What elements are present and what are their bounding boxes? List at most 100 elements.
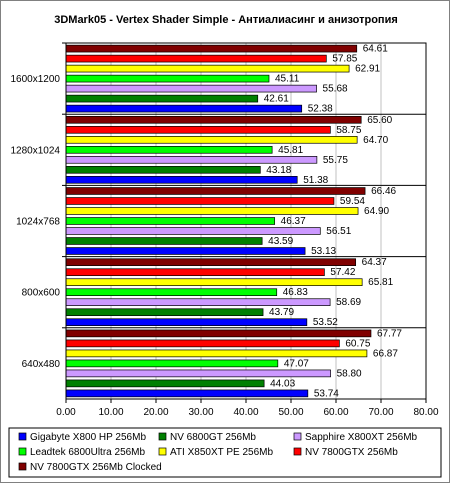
bar-value-label: 51.38 (303, 175, 328, 186)
legend-swatch (18, 447, 27, 456)
bar (65, 176, 298, 184)
bar (65, 298, 331, 307)
x-tick-label: 0.00 (56, 407, 76, 418)
x-tick-label: 30.00 (188, 407, 213, 418)
bar-value-label: 64.37 (362, 257, 387, 268)
bar (65, 369, 331, 378)
bar-value-label: 56.51 (326, 226, 351, 237)
bar (65, 349, 368, 358)
legend-swatch (293, 432, 302, 441)
legend-label: NV 7800GTX 256Mb Clocked (30, 462, 162, 473)
bar (65, 44, 358, 53)
bar-value-label: 44.03 (270, 378, 295, 389)
bar (65, 146, 273, 154)
x-tick-label: 70.00 (368, 407, 393, 418)
x-tick-label: 50.00 (278, 407, 303, 418)
x-tick-label: 60.00 (323, 407, 348, 418)
legend-label: Leadtek 6800Ultra 256Mb (30, 447, 146, 458)
bar-value-label: 43.59 (268, 236, 293, 247)
plot-border (65, 42, 427, 400)
bar-value-label: 47.07 (284, 358, 309, 369)
bar (65, 54, 327, 63)
bar (65, 115, 362, 124)
bar (65, 318, 308, 327)
bar-value-label: 59.54 (340, 196, 365, 207)
legend-box (8, 427, 442, 478)
x-tick-label: 10.00 (98, 407, 123, 418)
legend-swatch (18, 462, 27, 471)
bar-value-label: 58.80 (337, 368, 362, 379)
bar-value-label: 62.91 (355, 64, 380, 75)
bar (65, 258, 357, 267)
bar-value-label: 60.75 (345, 338, 370, 349)
chart-title: 3DMark05 - Vertex Shader Simple - Антиал… (54, 14, 398, 26)
bar (65, 227, 321, 235)
bar (65, 166, 261, 174)
bar-value-label: 43.18 (266, 165, 291, 176)
legend-swatch (18, 432, 27, 441)
x-tick-label: 20.00 (143, 407, 168, 418)
bar (65, 359, 279, 368)
bar (65, 84, 317, 93)
x-tick-label: 80.00 (413, 407, 438, 418)
bar-value-label: 65.81 (368, 277, 393, 288)
bar-value-label: 53.52 (313, 317, 338, 328)
bar (65, 237, 263, 245)
bar (65, 217, 276, 225)
bar (65, 379, 265, 388)
legend: Gigabyte X800 HP 256Mb NV 6800GT 256Mb Sap… (8, 427, 442, 478)
bar (65, 389, 309, 398)
bar-value-label: 66.46 (371, 186, 396, 197)
bar-value-label: 65.60 (367, 115, 392, 126)
bar-value-label: 66.87 (373, 348, 398, 359)
y-tick-label: 800x600 (22, 288, 61, 299)
bar (65, 329, 372, 338)
bar-value-label: 64.61 (363, 44, 388, 55)
bar-value-label: 45.11 (275, 74, 300, 85)
bar (65, 64, 350, 73)
legend-swatch (158, 447, 167, 456)
bar-value-label: 58.75 (336, 125, 361, 136)
bar-value-label: 42.61 (264, 94, 289, 105)
legend-label: Sapphire X800XT 256Mb (305, 432, 418, 443)
y-tick-label: 1600x1200 (11, 74, 61, 85)
bar-value-label: 53.74 (314, 388, 339, 399)
y-tick-label: 1280x1024 (11, 145, 61, 156)
legend-label: ATI X850XT PE 256Mb (170, 447, 273, 458)
bar-value-label: 58.69 (336, 297, 361, 308)
y-tick-label: 640x480 (22, 359, 61, 370)
bar-value-label: 64.70 (363, 135, 388, 146)
bar-value-label: 45.81 (278, 145, 303, 156)
bar-value-label: 67.77 (377, 328, 402, 339)
bar-value-label: 64.90 (364, 206, 389, 217)
bar (65, 187, 366, 195)
bar-value-label: 53.13 (311, 246, 336, 257)
bar-value-label: 57.42 (330, 267, 355, 278)
bar (65, 94, 259, 103)
bar (65, 74, 270, 83)
legend-label: NV 6800GT 256Mb (170, 432, 256, 443)
bar (65, 156, 318, 164)
bar (65, 339, 340, 348)
legend-swatch (158, 432, 167, 441)
bar (65, 268, 325, 277)
bar (65, 278, 363, 287)
bar-value-label: 46.37 (281, 216, 306, 227)
y-tick-label: 1024x768 (16, 217, 60, 228)
bar (65, 136, 358, 144)
bar-value-label: 46.83 (283, 287, 308, 298)
x-tick-label: 40.00 (233, 407, 258, 418)
legend-swatch (293, 447, 302, 456)
bar-value-label: 57.85 (332, 54, 357, 65)
bar (65, 207, 359, 215)
bar (65, 247, 306, 255)
bar-value-label: 55.68 (323, 84, 348, 95)
bar (65, 197, 335, 205)
bar-value-label: 52.38 (308, 104, 333, 115)
bar (65, 308, 264, 317)
legend-label: NV 7800GTX 256Mb (305, 447, 398, 458)
plot-area: 0.00 10.00 20.00 30.00 40.00 50.00 60.00 70.00 8… (11, 42, 439, 418)
bar (65, 104, 303, 113)
